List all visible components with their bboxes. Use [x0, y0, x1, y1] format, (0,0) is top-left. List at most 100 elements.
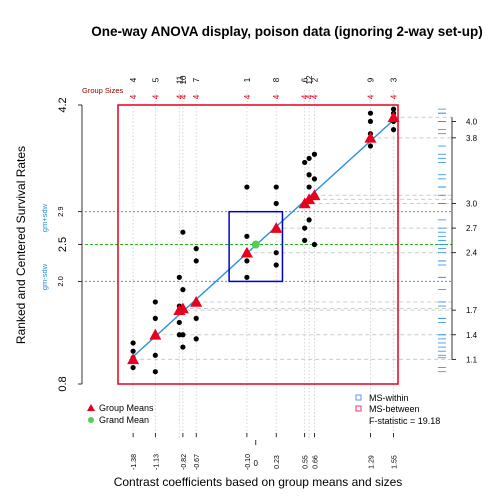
- legend-ms-within: MS-within: [369, 393, 409, 403]
- data-point: [311, 176, 318, 182]
- group-size-label: 4: [301, 94, 310, 99]
- data-point: [390, 127, 397, 133]
- data-point: [244, 258, 250, 264]
- data-point: [176, 319, 182, 326]
- ms-between-box-layer: [228, 210, 284, 283]
- x-tick-label: -1.13: [153, 454, 160, 470]
- data-point: [390, 106, 397, 112]
- group-size-label: 4: [179, 94, 188, 99]
- data-point: [311, 151, 318, 157]
- data-point: [273, 262, 279, 268]
- data-point: [193, 336, 199, 342]
- chart-title: One-way ANOVA display, poison data (igno…: [91, 24, 483, 39]
- data-point: [130, 340, 136, 346]
- right-tick-label: 4.0: [466, 117, 478, 126]
- legend-right: MS-within MS-between F-statistic = 19.18: [355, 393, 440, 426]
- legend-ms-between-icon: [355, 405, 362, 412]
- data-point: [367, 118, 374, 125]
- data-point: [244, 233, 250, 239]
- right-tick-label: 2.4: [466, 249, 478, 258]
- data-points: [130, 106, 397, 375]
- data-point: [273, 184, 279, 190]
- ms-between-box: [228, 210, 284, 283]
- legend-circle-icon: [88, 417, 94, 423]
- sdw-lower-label: gm-sdw: [40, 263, 49, 290]
- data-point: [367, 143, 374, 149]
- data-point: [367, 110, 374, 116]
- right-rug: [438, 108, 446, 373]
- y-tick-label: 0.8: [57, 376, 69, 391]
- y-axis-title: Ranked and Centered Survival Rates: [14, 146, 28, 344]
- group-mean-triangle: [308, 189, 321, 201]
- data-point: [306, 172, 312, 178]
- data-point: [180, 344, 186, 350]
- x-tick-label: -0.10: [245, 454, 252, 470]
- grand-mean-point: [251, 240, 260, 249]
- data-point: [302, 237, 308, 243]
- data-point: [180, 287, 186, 293]
- x-tick-label: -0.67: [194, 454, 201, 470]
- right-tick-label: 2.7: [466, 224, 478, 233]
- data-point: [273, 200, 279, 207]
- left-axis: 0.8 2.0 2.5 2.9 4.2: [56, 97, 83, 392]
- right-tick-label: 1.4: [466, 331, 478, 340]
- legend-left: Group Means Grand Mean: [87, 403, 154, 425]
- data-point: [193, 258, 199, 264]
- data-point: [302, 225, 308, 231]
- group-id-label: 4: [129, 77, 138, 82]
- x-tick-label: 0.55: [303, 455, 310, 469]
- data-point: [306, 184, 312, 190]
- data-point: [306, 155, 312, 161]
- x-tick-label: 0.23: [274, 455, 281, 469]
- group-id-label: 6: [301, 77, 310, 82]
- data-point: [244, 274, 250, 280]
- group-size-label: 4: [129, 94, 138, 99]
- group-size-label: 4: [310, 94, 319, 99]
- group-id-label: 12: [305, 75, 314, 84]
- legend-ms-between: MS-between: [369, 404, 420, 414]
- data-point: [180, 229, 186, 235]
- data-point: [130, 348, 136, 354]
- group-size-label: 4: [366, 94, 375, 99]
- group-id-label: 3: [390, 77, 399, 82]
- group-size-label: 4: [192, 94, 201, 99]
- x-zero-label: 0: [254, 459, 259, 468]
- group-mean-triangle: [127, 353, 140, 365]
- x-tick-label: 0.66: [312, 455, 319, 469]
- group-size-label: 4: [305, 94, 314, 99]
- group-id-label: 11: [175, 75, 184, 84]
- legend-group-means: Group Means: [99, 403, 154, 413]
- group-mean-triangle: [270, 222, 283, 233]
- bottom-axis: -1.38 -1.13 -0.82 -0.67 -0.10 0.23 0.55 0.66 1.2…: [131, 433, 399, 470]
- y-tick-label: 2.9: [56, 206, 65, 216]
- x-tick-label: -0.82: [181, 454, 188, 470]
- data-point: [152, 315, 158, 321]
- group-id-label: 7: [192, 77, 201, 82]
- data-point: [152, 352, 158, 358]
- group-mean-triangle: [149, 328, 162, 340]
- group-id-label: 5: [151, 77, 160, 82]
- data-point: [180, 332, 186, 338]
- right-tick-label: 1.7: [466, 306, 478, 315]
- y-tick-label: 4.2: [57, 97, 69, 112]
- group-id-label: 10: [179, 75, 188, 84]
- y-tick-label: 2.5: [57, 237, 69, 252]
- legend-ms-within-icon: [355, 394, 362, 401]
- group-mean-triangle: [387, 111, 400, 123]
- x-tick-label: -1.38: [131, 454, 138, 470]
- x-tick-label: 1.55: [392, 455, 399, 469]
- group-size-label: 4: [272, 94, 281, 99]
- group-id-label: 8: [272, 77, 281, 82]
- right-tick-label: 1.1: [466, 355, 478, 364]
- sdw-upper-label: gm+sdw: [40, 203, 49, 232]
- data-point: [244, 184, 250, 190]
- group-mean-triangle: [240, 246, 253, 258]
- right-tick-label: 3.0: [466, 199, 478, 208]
- group-id-label: 2: [310, 77, 319, 82]
- data-point: [193, 315, 199, 321]
- legend-grand-mean: Grand Mean: [99, 415, 149, 425]
- data-point: [306, 217, 312, 223]
- x-tick-label: 1.29: [368, 455, 375, 469]
- data-point: [176, 332, 182, 338]
